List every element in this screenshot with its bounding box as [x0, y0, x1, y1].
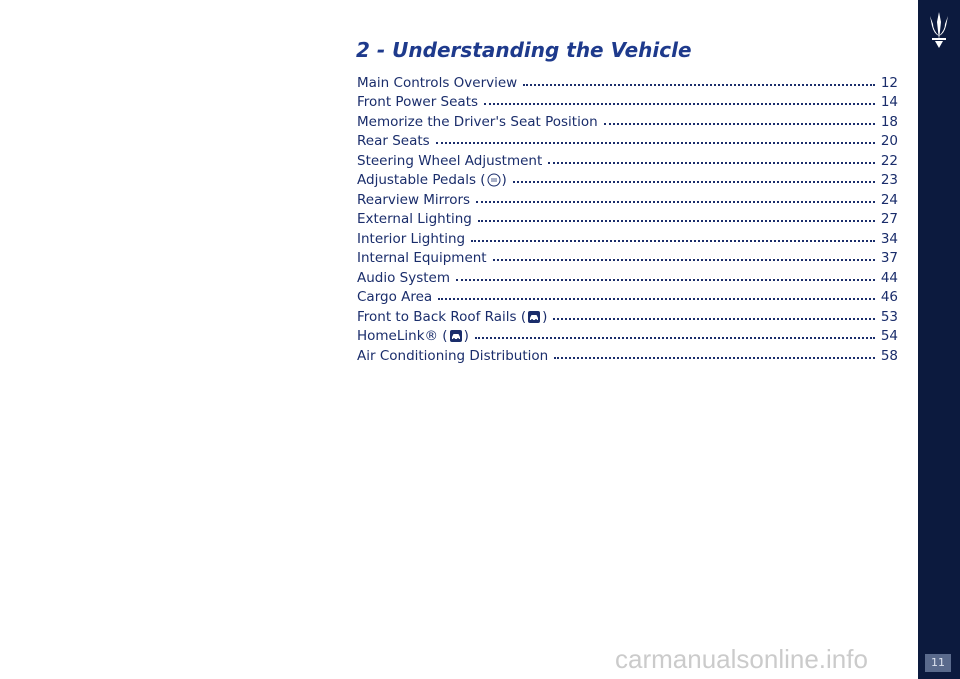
entry-label: Internal Equipment	[357, 250, 487, 266]
toc-entry: Front to Back Roof Rails () 53	[357, 305, 898, 325]
entry-label: Air Conditioning Distribution	[357, 347, 549, 364]
entry-label: Rear Seats	[357, 133, 430, 149]
dot-leader	[512, 181, 875, 183]
dot-leader	[474, 337, 875, 339]
dot-leader	[476, 200, 875, 203]
toc-entry: Audio System 44	[357, 266, 898, 286]
entry-page: 23	[880, 172, 898, 188]
entry-label: Interior Lighting	[357, 230, 466, 247]
entry-page: 14	[880, 94, 898, 110]
entry-label-end: )	[501, 172, 507, 188]
entry-label-end: )	[542, 308, 548, 325]
logo	[930, 12, 948, 48]
entry-label: Steering Wheel Adjustment	[357, 152, 543, 169]
entry-page: 46	[880, 289, 898, 305]
entry-label: External Lighting	[357, 211, 472, 227]
optional-icon	[487, 173, 501, 187]
entry-page: 44	[880, 269, 898, 286]
dot-leader	[492, 259, 875, 261]
entry-page: 24	[880, 191, 898, 208]
toc-entry: Rearview Mirrors 24	[357, 188, 898, 208]
toc-entry: HomeLink® () 54	[357, 325, 898, 344]
entry-page: 37	[880, 250, 898, 266]
market-icon	[528, 310, 541, 323]
toc-entry: Front Power Seats 14	[357, 91, 898, 110]
entry-label-end: )	[463, 328, 469, 344]
entry-label: Adjustable Pedals (	[357, 172, 486, 188]
toc-entry: Memorize the Driver's Seat Position 18	[357, 110, 898, 130]
dot-leader	[471, 239, 875, 242]
dot-leader	[548, 161, 875, 164]
dot-leader	[603, 122, 875, 125]
dot-leader	[554, 356, 875, 359]
toc-entry: Steering Wheel Adjustment 22	[357, 149, 898, 169]
toc-entry: Air Conditioning Distribution 58	[357, 344, 898, 364]
toc-entry: Rear Seats 20	[357, 130, 898, 149]
dot-leader	[523, 83, 875, 86]
entry-page: 27	[880, 211, 898, 227]
toc-entry: Adjustable Pedals () 23	[357, 169, 898, 188]
entry-page: 12	[880, 74, 898, 91]
dot-leader	[553, 317, 875, 320]
entry-page: 18	[880, 113, 898, 130]
entry-page: 20	[880, 133, 898, 149]
section-title: 2 - Understanding the Vehicle	[356, 38, 692, 62]
entry-label: Front to Back Roof Rails (	[357, 308, 527, 325]
dot-leader	[438, 298, 875, 300]
entry-label: Memorize the Driver's Seat Position	[357, 113, 598, 130]
toc: Main Controls Overview 12 Front Power Seat…	[357, 71, 898, 364]
entry-page: 34	[880, 230, 898, 247]
entry-page: 54	[880, 328, 898, 344]
watermark: carmanualsonline.info	[615, 644, 868, 674]
entry-label: Front Power Seats	[357, 94, 479, 110]
entry-label: Main Controls Overview	[357, 74, 518, 91]
toc-entry: Interior Lighting 34	[357, 227, 898, 247]
toc-entry: External Lighting 27	[357, 208, 898, 227]
entry-label: HomeLink® (	[357, 328, 448, 344]
entry-label: Rearview Mirrors	[357, 191, 471, 208]
entry-label: Cargo Area	[357, 289, 433, 305]
dot-leader	[435, 142, 875, 144]
entry-page: 53	[880, 308, 898, 325]
dot-leader	[456, 278, 875, 281]
dot-leader	[477, 220, 875, 222]
toc-entry: Cargo Area 46	[357, 286, 898, 305]
page-number: 11	[925, 654, 951, 672]
dot-leader	[484, 103, 875, 105]
entry-page: 22	[880, 152, 898, 169]
toc-entry: Main Controls Overview 12	[357, 71, 898, 91]
toc-entry: Internal Equipment 37	[357, 247, 898, 266]
market-icon	[449, 330, 462, 342]
sidebar	[918, 0, 960, 679]
entry-page: 58	[880, 347, 898, 364]
entry-label: Audio System	[357, 269, 451, 286]
